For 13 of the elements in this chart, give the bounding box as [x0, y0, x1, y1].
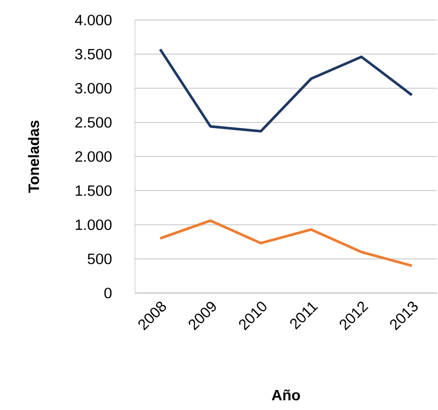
y-axis-title: Toneladas: [28, 120, 40, 193]
line-series: [158, 219, 414, 267]
y-tick-label: 2.500: [75, 117, 112, 128]
y-tick-label: 2.000: [75, 151, 112, 162]
y-tick-label: 1.500: [76, 185, 112, 196]
y-tick-label: 3.000: [75, 82, 112, 94]
y-tick-label: 0: [104, 288, 112, 298]
line-series: [158, 48, 414, 133]
y-tick-label: 3.500: [75, 48, 112, 60]
x-axis-title: Año: [272, 389, 300, 400]
y-tick-label: 4.000: [74, 14, 112, 26]
y-tick-label: 500: [88, 254, 112, 264]
y-tick-label: 1.000: [76, 219, 112, 230]
